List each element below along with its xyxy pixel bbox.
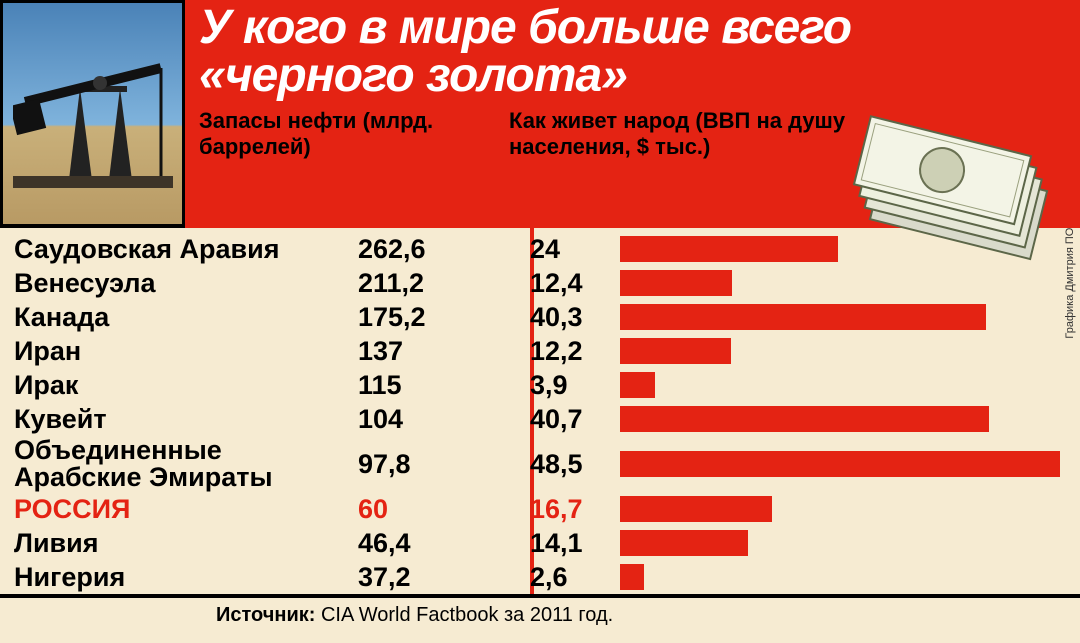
header: У кого в мире больше всего «черного золо…: [0, 0, 1080, 228]
gdp-value: 40,7: [530, 404, 620, 435]
bar-track: [620, 304, 1080, 330]
gdp-bar: [620, 530, 748, 556]
gdp-bar: [620, 236, 838, 262]
reserves-value: 115: [358, 370, 530, 401]
bar-track: [620, 451, 1080, 477]
reserves-value: 46,4: [358, 528, 530, 559]
pumpjack-photo: [0, 0, 185, 228]
reserves-header: Запасы нефти (млрд. баррелей): [199, 108, 449, 160]
country-name: Иран: [0, 336, 358, 367]
gdp-bar: [620, 338, 731, 364]
gdp-value: 14,1: [530, 528, 620, 559]
title-block: У кого в мире больше всего «черного золо…: [185, 0, 1080, 228]
gdp-value: 3,9: [530, 370, 620, 401]
country-name: Ирак: [0, 370, 358, 401]
gdp-value: 12,4: [530, 268, 620, 299]
table-row: Канада175,240,3: [0, 300, 1080, 334]
table-row: РОССИЯ6016,7: [0, 492, 1080, 526]
bar-track: [620, 236, 1080, 262]
gdp-bar: [620, 496, 772, 522]
country-name: Венесуэла: [0, 268, 358, 299]
table-row: Иран13712,2: [0, 334, 1080, 368]
bar-track: [620, 372, 1080, 398]
gdp-value: 24: [530, 234, 620, 265]
table-row: Нигерия37,22,6: [0, 560, 1080, 594]
bar-track: [620, 564, 1080, 590]
gdp-bar: [620, 451, 1060, 477]
gdp-bar: [620, 304, 986, 330]
bar-track: [620, 338, 1080, 364]
bar-track: [620, 496, 1080, 522]
reserves-value: 97,8: [358, 449, 530, 480]
country-name: Нигерия: [0, 562, 358, 593]
data-table: Саудовская Аравия262,624Венесуэла211,212…: [0, 228, 1080, 594]
reserves-value: 37,2: [358, 562, 530, 593]
reserves-value: 60: [358, 494, 530, 525]
reserves-value: 211,2: [358, 268, 530, 299]
table-row: Ливия46,414,1: [0, 526, 1080, 560]
table-row: Ирак1153,9: [0, 368, 1080, 402]
country-name: РОССИЯ: [0, 494, 358, 525]
reserves-value: 104: [358, 404, 530, 435]
table-row: Кувейт10440,7: [0, 402, 1080, 436]
country-name: Канада: [0, 302, 358, 333]
reserves-value: 262,6: [358, 234, 530, 265]
gdp-bar: [620, 270, 732, 296]
gdp-header: Как живет народ (ВВП на душу населения, …: [509, 108, 849, 160]
country-name: Объединенные Арабские Эмираты: [0, 437, 358, 491]
table-row: Саудовская Аравия262,624: [0, 232, 1080, 266]
table-row: Венесуэла211,212,4: [0, 266, 1080, 300]
reserves-value: 137: [358, 336, 530, 367]
country-name: Саудовская Аравия: [0, 234, 358, 265]
source-label: Источник:: [216, 604, 315, 626]
bar-track: [620, 270, 1080, 296]
gdp-bar: [620, 372, 655, 398]
country-name: Ливия: [0, 528, 358, 559]
bar-track: [620, 406, 1080, 432]
page-title: У кого в мире больше всего «черного золо…: [199, 4, 1066, 100]
source-text: CIA World Factbook за 2011 год.: [315, 604, 613, 626]
pumpjack-icon: [13, 58, 173, 188]
table-row: Объединенные Арабские Эмираты97,848,5: [0, 436, 1080, 492]
gdp-value: 40,3: [530, 302, 620, 333]
reserves-value: 175,2: [358, 302, 530, 333]
gdp-value: 48,5: [530, 449, 620, 480]
gdp-bar: [620, 406, 989, 432]
bar-track: [620, 530, 1080, 556]
gdp-value: 2,6: [530, 562, 620, 593]
gdp-value: 16,7: [530, 494, 620, 525]
country-name: Кувейт: [0, 404, 358, 435]
source-footer: Источник: CIA World Factbook за 2011 год…: [0, 594, 1080, 633]
gdp-value: 12,2: [530, 336, 620, 367]
gdp-bar: [620, 564, 644, 590]
